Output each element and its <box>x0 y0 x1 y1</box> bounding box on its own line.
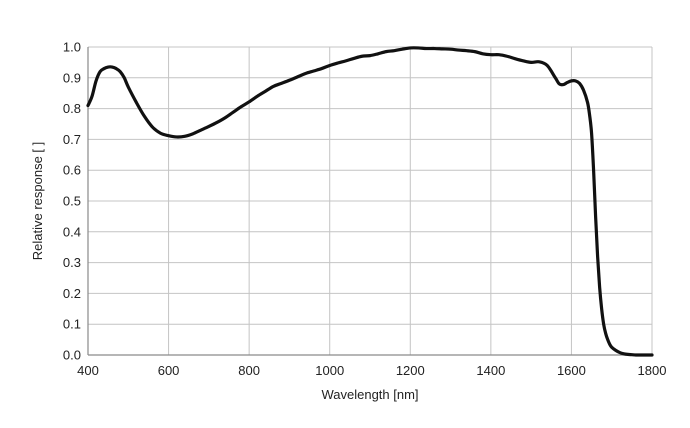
x-tick-label: 1800 <box>638 363 667 378</box>
y-axis-title: Relative response [ ] <box>30 142 45 261</box>
y-tick-label: 0.2 <box>63 286 81 301</box>
y-tick-label: 0.0 <box>63 348 81 363</box>
x-tick-label: 1400 <box>476 363 505 378</box>
x-tick-label: 800 <box>238 363 260 378</box>
grid-lines <box>88 46 653 355</box>
series-layer <box>86 46 654 357</box>
x-tick-label: 1600 <box>557 363 586 378</box>
axes <box>87 47 652 356</box>
x-tick-label: 1000 <box>315 363 344 378</box>
y-tick-label: 1.0 <box>63 40 81 55</box>
tick-labels: 0.0 0.1 0.2 0.3 0.4 0.5 0.6 0.7 0.8 0.9 1.0 400 600 8… <box>63 40 667 379</box>
x-tick-label: 600 <box>158 363 180 378</box>
relative-response-line <box>86 46 654 357</box>
y-tick-label: 0.1 <box>63 317 81 332</box>
y-tick-label: 0.9 <box>63 70 81 85</box>
y-tick-label: 0.5 <box>63 194 81 209</box>
x-axis-title: Wavelength [nm] <box>321 387 418 402</box>
x-tick-label: 1200 <box>396 363 425 378</box>
x-tick-label: 400 <box>77 363 99 378</box>
y-tick-label: 0.4 <box>63 224 81 239</box>
y-tick-label: 0.6 <box>63 163 81 178</box>
y-tick-label: 0.7 <box>63 132 81 147</box>
y-tick-label: 0.8 <box>63 101 81 116</box>
y-tick-label: 0.3 <box>63 255 81 270</box>
